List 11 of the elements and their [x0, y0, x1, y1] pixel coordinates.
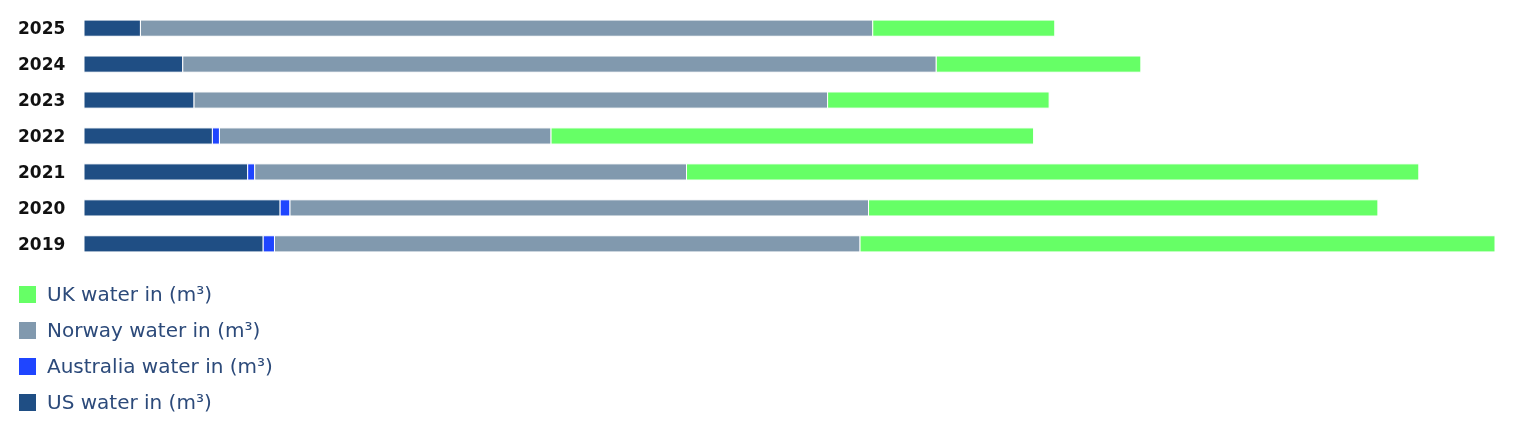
y-tick-label: 2021: [18, 162, 66, 183]
y-tick-label: 2023: [18, 90, 66, 111]
legend-label: UK water in (m³): [47, 282, 213, 307]
y-tick-label: 2024: [18, 54, 66, 75]
legend-label: US water in (m³): [47, 390, 212, 415]
y-tick-label: 2019: [18, 233, 66, 254]
legend-label: Norway water in (m³): [47, 318, 261, 343]
y-tick-label: 2022: [18, 126, 66, 147]
y-tick-label: 2025: [18, 18, 66, 39]
y-tick-label: 2020: [18, 198, 66, 219]
legend-label: Australia water in (m³): [47, 354, 273, 379]
